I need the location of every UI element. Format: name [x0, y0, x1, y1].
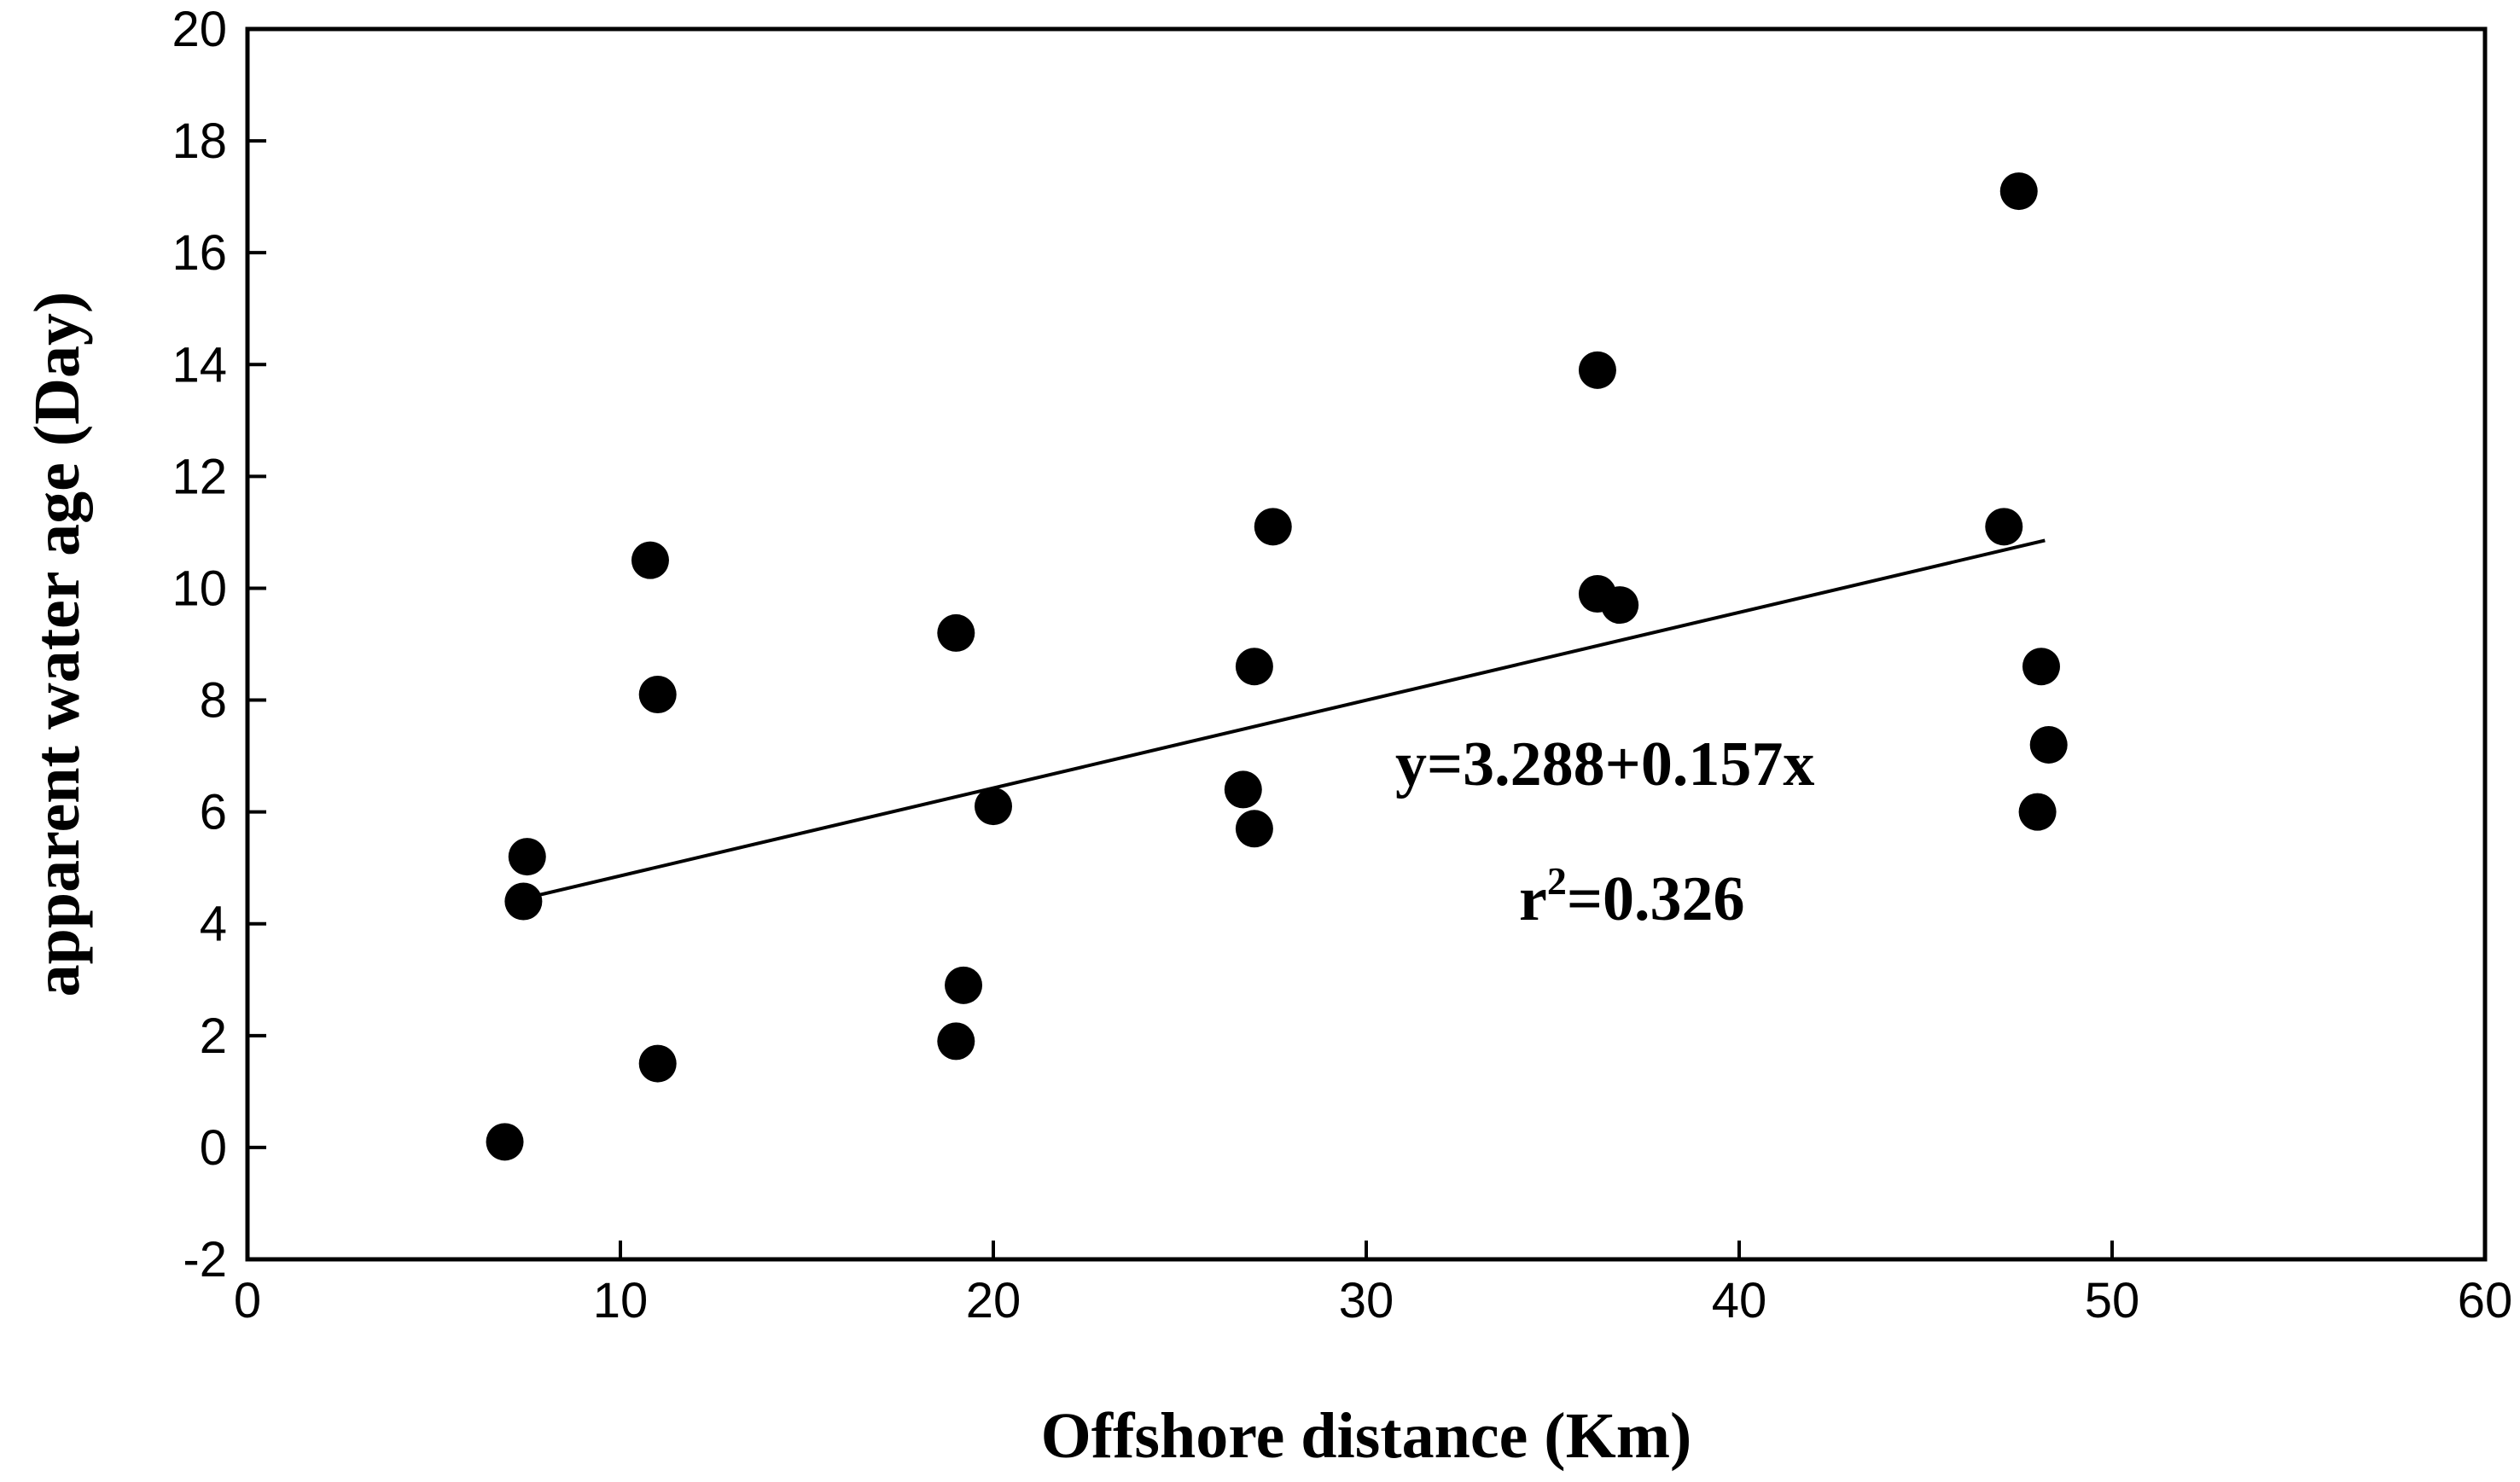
- r-squared-prefix: r: [1519, 864, 1547, 934]
- data-point: [975, 787, 1012, 826]
- y-tick-label: 16: [172, 225, 227, 281]
- data-point: [631, 541, 669, 579]
- y-tick-label: 18: [172, 113, 227, 169]
- y-tick-label: 4: [200, 897, 227, 952]
- r-squared-value: =0.326: [1567, 864, 1745, 934]
- x-tick-label: 50: [2085, 1273, 2140, 1328]
- x-tick-label: 0: [234, 1273, 261, 1328]
- y-axis-ticks: -2 0 2 4 6 8 10 12 14 16 18 20: [172, 2, 266, 1287]
- data-point: [504, 882, 543, 921]
- data-point: [2029, 725, 2068, 764]
- data-point: [1985, 508, 2023, 546]
- x-tick-label: 40: [1712, 1273, 1767, 1328]
- data-point: [638, 1044, 677, 1083]
- equation-annotation: y=3.288+0.157x: [1395, 729, 1814, 799]
- y-tick-label: 20: [172, 2, 227, 57]
- data-point: [2018, 793, 2057, 831]
- data-point: [1999, 172, 2038, 211]
- y-tick-label: 6: [200, 785, 227, 840]
- x-axis-ticks: 0 10 20 30 40 50 60: [234, 1241, 2512, 1328]
- data-point: [508, 838, 546, 876]
- y-tick-label: 14: [172, 337, 227, 392]
- data-point: [937, 1022, 975, 1061]
- y-tick-label: 10: [172, 561, 227, 616]
- regression-line: [527, 538, 2046, 900]
- y-tick-label: 12: [172, 449, 227, 504]
- y-tick-label: 0: [200, 1120, 227, 1176]
- data-point: [1235, 810, 1273, 848]
- y-tick-label: -2: [183, 1232, 227, 1287]
- data-point: [638, 675, 677, 713]
- data-point: [1601, 586, 1639, 625]
- data-point: [2022, 648, 2060, 686]
- x-tick-label: 60: [2458, 1273, 2513, 1328]
- x-tick-label: 10: [593, 1273, 649, 1328]
- data-points: [486, 172, 2068, 1161]
- data-point: [1224, 770, 1262, 809]
- data-point: [1235, 648, 1273, 686]
- r-squared-annotation: r2=0.326: [1519, 859, 1745, 934]
- x-tick-label: 20: [966, 1273, 1021, 1328]
- x-axis-title: Offshore distance (Km): [1041, 1400, 1692, 1472]
- data-point: [945, 966, 983, 1004]
- y-axis-title: apparent water age (Day): [21, 292, 93, 997]
- data-point: [1254, 508, 1292, 546]
- y-tick-label: 8: [200, 673, 227, 729]
- data-point: [1578, 351, 1616, 389]
- r-squared-superscript: 2: [1547, 859, 1567, 903]
- x-tick-label: 30: [1339, 1273, 1394, 1328]
- data-point: [937, 613, 975, 652]
- data-point: [486, 1123, 524, 1161]
- y-tick-label: 2: [200, 1008, 227, 1064]
- plot-frame: [245, 26, 2488, 1262]
